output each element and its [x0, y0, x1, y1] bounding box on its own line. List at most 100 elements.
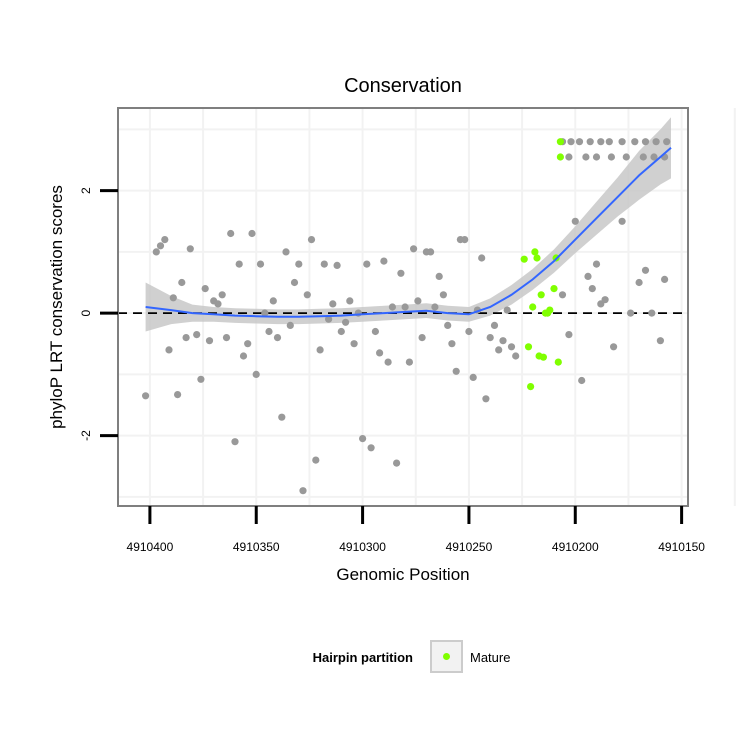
data-point: [618, 217, 626, 225]
x-axis: 4910400 4910350 4910300 4910250 4910200 49101…: [127, 506, 705, 554]
data-point: [350, 340, 358, 348]
data-point: [320, 260, 328, 268]
x-tick-label: 4910200: [552, 540, 599, 554]
mature-point: [539, 353, 548, 361]
data-point: [469, 373, 477, 381]
data-point: [201, 285, 209, 293]
data-point: [418, 334, 426, 342]
x-tick-label: 4910300: [339, 540, 386, 554]
mature-point: [520, 255, 528, 263]
x-tick-label: 4910150: [658, 540, 705, 554]
data-point: [405, 358, 413, 366]
mature-point: [550, 285, 558, 293]
data-point: [597, 138, 605, 146]
y-tick-label: 0: [79, 309, 93, 316]
data-point: [490, 321, 499, 329]
x-tick-label: 4910250: [446, 540, 493, 554]
confidence-band-area: [145, 117, 672, 332]
data-point: [648, 309, 656, 317]
data-point: [503, 306, 511, 314]
data-point: [265, 327, 273, 336]
data-point: [261, 309, 269, 317]
data-point: [641, 138, 650, 146]
data-point: [578, 376, 586, 385]
data-point: [495, 346, 503, 354]
data-point: [214, 300, 222, 308]
data-point: [652, 138, 660, 146]
data-point: [248, 229, 256, 238]
data-point: [359, 435, 367, 443]
data-point: [656, 337, 665, 345]
data-point: [290, 278, 299, 287]
data-point: [231, 438, 239, 446]
smooth-curve: [145, 147, 672, 318]
x-tick-label: 4910400: [127, 540, 174, 554]
data-point: [384, 358, 392, 366]
data-point: [367, 444, 375, 452]
data-point: [346, 297, 354, 305]
data-point: [165, 346, 173, 354]
data-point: [239, 352, 248, 360]
data-point: [342, 318, 350, 326]
data-point: [452, 367, 460, 375]
data-point: [622, 153, 630, 161]
data-point: [627, 309, 635, 317]
legend-mature-swatch: [443, 653, 450, 660]
data-point: [256, 260, 265, 268]
data-point: [156, 242, 165, 250]
data-point: [182, 334, 190, 342]
grid-lines: [118, 108, 736, 506]
data-point: [235, 260, 243, 268]
data-point: [486, 334, 494, 342]
data-point: [499, 337, 507, 345]
data-point: [299, 487, 307, 495]
data-point: [592, 260, 601, 268]
data-point: [197, 375, 205, 383]
data-point: [397, 269, 405, 277]
data-point: [661, 275, 669, 283]
mature-point: [531, 248, 539, 256]
data-point: [601, 296, 609, 304]
data-point: [393, 459, 401, 467]
mature-point: [554, 358, 562, 366]
mature-point: [546, 306, 554, 314]
data-point: [641, 266, 650, 274]
data-point: [363, 260, 371, 268]
data-point: [558, 291, 567, 299]
x-tick-label: 4910350: [233, 540, 280, 554]
data-point: [663, 138, 671, 146]
legend-title: Hairpin partition: [313, 650, 413, 665]
legend-entry-mature: Mature: [470, 650, 510, 665]
data-point: [605, 138, 613, 146]
data-point: [588, 285, 596, 293]
data-point: [592, 153, 601, 161]
data-point: [152, 248, 160, 256]
data-point: [161, 236, 169, 244]
data-point: [244, 340, 252, 348]
data-point: [218, 291, 226, 299]
mature-point: [529, 303, 537, 311]
data-point: [631, 138, 639, 146]
data-point: [410, 245, 418, 253]
data-point: [169, 294, 177, 302]
data-point: [388, 303, 396, 311]
data-point: [427, 248, 435, 256]
data-point: [414, 297, 422, 305]
data-point: [376, 349, 384, 357]
data-point: [312, 456, 320, 464]
data-point: [512, 352, 520, 360]
data-point: [307, 236, 316, 244]
data-point: [286, 321, 294, 329]
mature-point: [556, 153, 565, 161]
data-point: [607, 153, 616, 161]
x-axis-title: Genomic Position: [336, 565, 469, 584]
data-point: [401, 303, 409, 311]
data-point: [482, 395, 490, 403]
data-point: [142, 392, 150, 400]
data-point: [639, 153, 647, 161]
data-point: [329, 300, 337, 308]
data-point: [584, 272, 592, 280]
data-point: [278, 413, 286, 421]
data-point: [448, 340, 456, 348]
legend: Hairpin partition Mature: [313, 640, 510, 673]
